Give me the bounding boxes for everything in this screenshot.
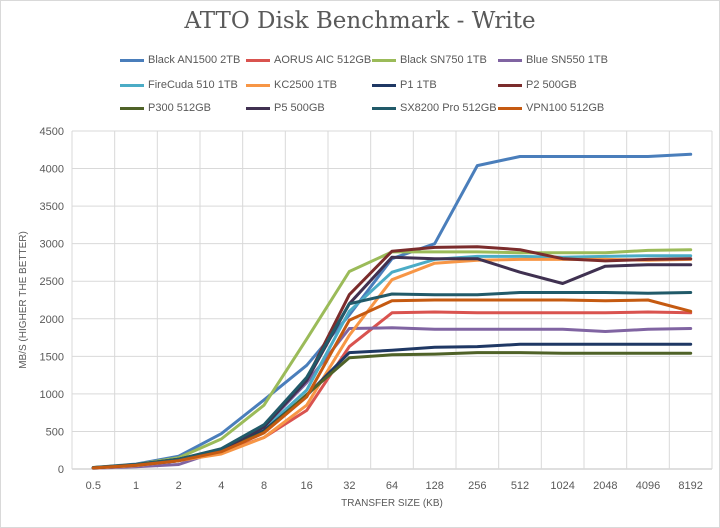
legend-label: Blue SN550 1TB — [526, 54, 608, 66]
legend-item: Black SN750 1TB — [372, 52, 487, 68]
series-line-black-sn750-1tb — [91, 248, 693, 469]
y-tick-label: 500 — [46, 426, 64, 438]
legend-swatch — [372, 58, 396, 62]
x-tick-label: 8192 — [678, 480, 702, 492]
x-tick-label: 128 — [425, 480, 443, 492]
x-tick-label: 2048 — [593, 480, 617, 492]
legend-label: P1 1TB — [400, 79, 437, 91]
legend-swatch — [120, 83, 144, 87]
legend-item: P5 500GB — [246, 100, 325, 116]
legend-item: VPN100 512GB — [498, 100, 604, 116]
x-tick-label: 8 — [261, 480, 267, 492]
legend-swatch — [498, 106, 522, 110]
legend-label: AORUS AIC 512GB — [274, 54, 372, 66]
x-tick-label: 4096 — [636, 480, 660, 492]
legend-swatch — [246, 106, 270, 110]
legend-label: Black SN750 1TB — [400, 54, 487, 66]
series-line-p5-500gb — [91, 255, 693, 470]
legend-swatch — [498, 83, 522, 87]
legend-item: FireCuda 510 1TB — [120, 77, 238, 93]
x-tick-label: 4 — [218, 480, 224, 492]
series-line-kc2500-1tb — [91, 257, 693, 470]
y-tick-label: 4000 — [40, 164, 64, 176]
legend-item: Blue SN550 1TB — [498, 52, 608, 68]
legend-label: P5 500GB — [274, 102, 325, 114]
legend-item: KC2500 1TB — [246, 77, 337, 93]
legend-item: SX8200 Pro 512GB — [372, 100, 497, 116]
x-tick-label: 0.5 — [86, 480, 101, 492]
legend-item: AORUS AIC 512GB — [246, 52, 371, 68]
legend-swatch — [246, 58, 270, 62]
x-tick-label: 1 — [133, 480, 139, 492]
series-line-p300-512gb — [91, 351, 693, 470]
x-tick-label: 1024 — [550, 480, 574, 492]
y-tick-label: 0 — [58, 464, 64, 476]
legend-swatch — [246, 83, 270, 87]
legend: Black AN1500 2TB AORUS AIC 512GB Black SN7… — [0, 0, 720, 120]
x-tick-label: 64 — [386, 480, 398, 492]
legend-label: VPN100 512GB — [526, 102, 605, 114]
x-tick-label: 2 — [176, 480, 182, 492]
legend-label: FireCuda 510 1TB — [148, 79, 238, 91]
legend-item: P1 1TB — [372, 77, 437, 93]
y-tick-label: 3500 — [40, 201, 64, 213]
y-tick-label: 2500 — [40, 276, 64, 288]
x-tick-label: 256 — [468, 480, 486, 492]
chart-title: ATTO Disk Benchmark - Write — [184, 8, 536, 34]
legend-swatch — [372, 106, 396, 110]
series-line-aorus-aic-512gb — [91, 310, 693, 470]
y-tick-label: 2000 — [40, 314, 64, 326]
legend-swatch — [498, 58, 522, 62]
x-tick-label: 32 — [343, 480, 355, 492]
y-tick-label: 3000 — [40, 239, 64, 251]
series-line-vpn100-512gb — [91, 298, 693, 470]
legend-swatch — [120, 58, 144, 62]
legend-item: P2 500GB — [498, 77, 577, 93]
legend-label: P300 512GB — [148, 102, 211, 114]
y-tick-label: 1500 — [40, 351, 64, 363]
legend-label: P2 500GB — [526, 79, 577, 91]
legend-item: P300 512GB — [120, 100, 211, 116]
y-tick-label: 1000 — [40, 389, 64, 401]
series-line-black-an1500-2tb — [91, 152, 693, 469]
legend-swatch — [120, 106, 144, 110]
x-tick-label: 16 — [301, 480, 313, 492]
series-line-firecuda-510-1tb — [91, 254, 693, 470]
legend-label: SX8200 Pro 512GB — [400, 102, 497, 114]
series-line-sx8200-pro-512gb — [91, 291, 693, 470]
y-axis-title: MB/S (HIGHER THE BETTER) — [18, 231, 29, 369]
series-line-p1-1tb — [91, 342, 693, 470]
legend-swatch — [372, 83, 396, 87]
y-tick-label: 4500 — [40, 126, 64, 138]
legend-item: Black AN1500 2TB — [120, 52, 240, 68]
x-axis-title: TRANSFER SIZE (KB) — [341, 498, 443, 509]
legend-label: Black AN1500 2TB — [148, 54, 241, 66]
x-tick-label: 512 — [511, 480, 529, 492]
legend-label: KC2500 1TB — [274, 79, 337, 91]
